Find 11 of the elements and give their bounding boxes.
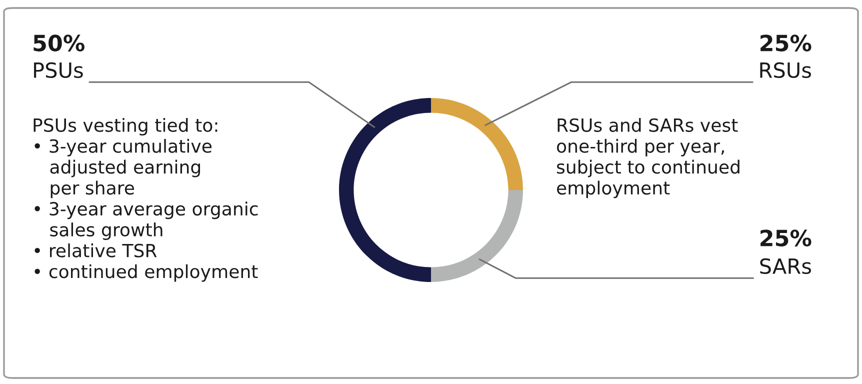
- slice-label: RSUs: [760, 62, 811, 78]
- data-label: 25%: [760, 34, 812, 52]
- donut-slice: [431, 190, 523, 282]
- donut-slice: [431, 98, 523, 190]
- slice-label: PSUs: [34, 62, 83, 78]
- text: PSUs vesting tied to: • 3-year cumulative adjusted earning per share • 3-year average organic sales growth • relative TSR • continued employment: [34, 118, 258, 282]
- data-label: 25%: [760, 230, 812, 246]
- donut-slice: [339, 98, 431, 282]
- data-label: 50%: [34, 34, 84, 52]
- text: RSUs and SARs vest one-third per year, subject to continued employment: [556, 118, 740, 198]
- slice-label: SARs: [760, 258, 811, 274]
